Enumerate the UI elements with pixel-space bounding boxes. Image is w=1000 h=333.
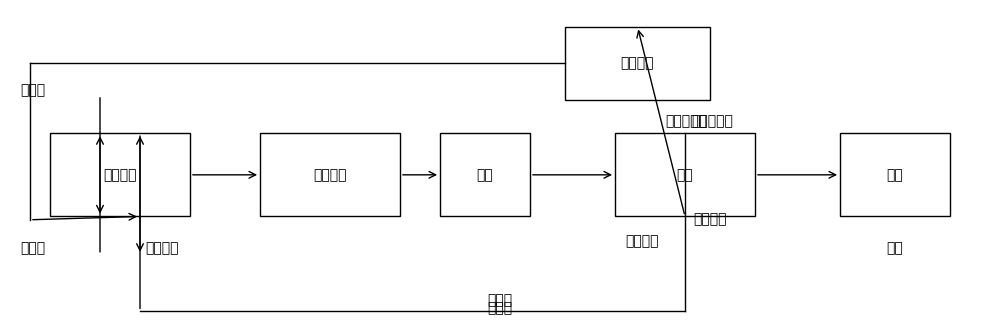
Bar bbox=[50, 133, 190, 216]
Text: 精馏: 精馏 bbox=[677, 168, 693, 182]
Text: 前馏分: 前馏分 bbox=[487, 302, 513, 316]
Text: 中和分水: 中和分水 bbox=[313, 168, 347, 182]
Text: 杂含量物质: 杂含量物质 bbox=[665, 115, 707, 129]
Text: 尾气系统: 尾气系统 bbox=[145, 241, 178, 255]
Text: 硫酰氯: 硫酰氯 bbox=[20, 241, 45, 255]
Bar bbox=[260, 133, 400, 216]
Text: 氯化反应: 氯化反应 bbox=[103, 168, 137, 182]
Text: 结晶: 结晶 bbox=[887, 168, 903, 182]
Text: 除水: 除水 bbox=[477, 168, 493, 182]
Text: 杂含量物质: 杂含量物质 bbox=[691, 115, 733, 129]
Bar bbox=[440, 133, 530, 216]
Bar bbox=[565, 27, 710, 100]
Text: 前馏分: 前馏分 bbox=[487, 293, 513, 307]
Text: 过渡组分: 过渡组分 bbox=[625, 234, 658, 248]
Text: 产品: 产品 bbox=[887, 241, 903, 255]
Text: 间甲酚: 间甲酚 bbox=[20, 83, 45, 97]
Bar bbox=[615, 133, 755, 216]
Text: 加氢脱氯: 加氢脱氯 bbox=[621, 56, 654, 70]
Text: 过渡组分: 过渡组分 bbox=[693, 212, 727, 226]
Bar bbox=[840, 133, 950, 216]
